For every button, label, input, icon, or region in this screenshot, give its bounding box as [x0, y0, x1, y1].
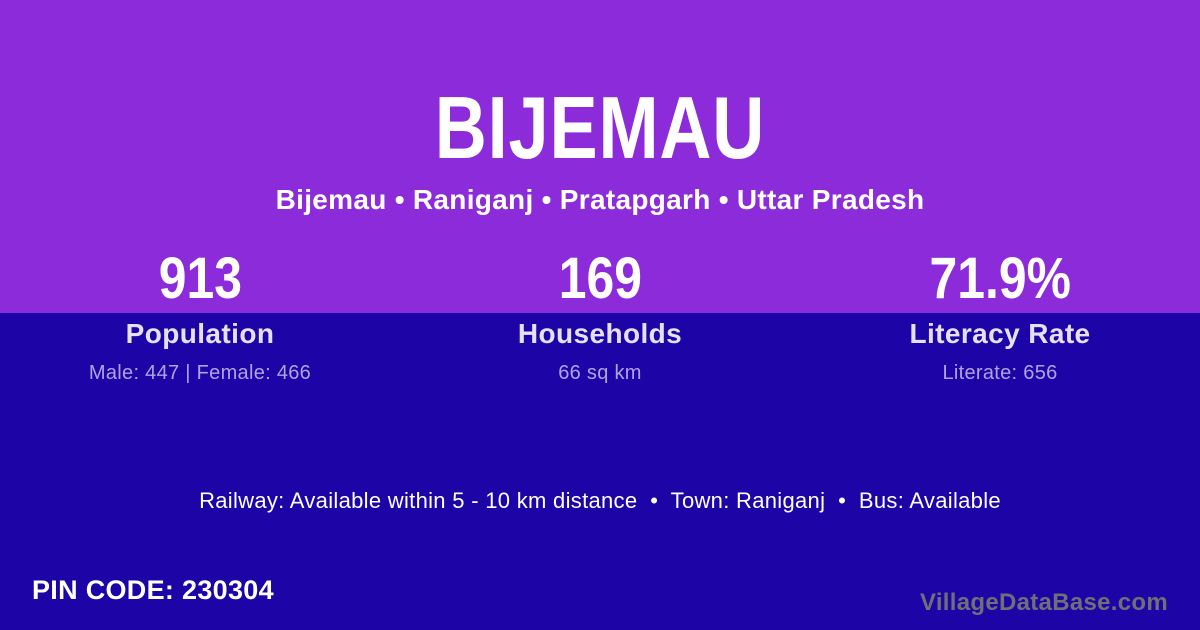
households-label: Households [517, 318, 683, 349]
header-section [0, 0, 1200, 313]
stat-labels-row: Population Male: 447 | Female: 466 House… [0, 313, 1200, 385]
households-column: 169 [400, 250, 800, 308]
pin-code: PIN CODE: 230304 [32, 575, 274, 605]
literacy-labels: Literacy Rate Literate: 656 [800, 313, 1200, 385]
households-detail: 66 sq km [558, 362, 642, 384]
literacy-column: 71.9% [800, 250, 1200, 308]
stat-values-row: 913 169 71.9% [0, 250, 1200, 308]
households-labels: Households 66 sq km [400, 313, 800, 385]
population-labels: Population Male: 447 | Female: 466 [0, 313, 400, 385]
population-value: 913 [158, 246, 242, 311]
literacy-value: 71.9% [929, 246, 1071, 311]
households-value: 169 [558, 246, 642, 311]
watermark-brand: VillageDataBase.com [919, 589, 1168, 616]
population-label: Population [125, 318, 275, 349]
literacy-label: Literacy Rate [909, 318, 1091, 349]
population-column: 913 [0, 250, 400, 308]
population-detail: Male: 447 | Female: 466 [88, 362, 312, 384]
literacy-detail: Literate: 656 [942, 362, 1058, 384]
transport-info-line: Railway: Available within 5 - 10 km dist… [199, 488, 1001, 513]
location-breadcrumb: Bijemau • Raniganj • Pratapgarh • Uttar … [275, 184, 925, 215]
village-title: BIJEMAU [434, 78, 766, 177]
